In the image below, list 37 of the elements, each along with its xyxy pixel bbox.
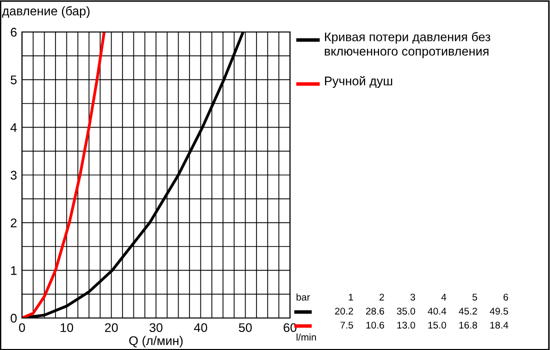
text: 10.6 bbox=[366, 322, 384, 329]
text: l/min bbox=[296, 333, 316, 341]
text: 15.0 bbox=[428, 322, 446, 329]
text: 3 bbox=[410, 294, 416, 301]
text: 4 bbox=[441, 294, 446, 301]
x-tick-label: 10 bbox=[60, 323, 74, 332]
x-tick-label: 0 bbox=[19, 323, 25, 332]
text: 6 bbox=[504, 294, 508, 301]
text: 1 bbox=[348, 294, 354, 301]
text: 18.4 bbox=[490, 322, 508, 329]
text: 20.2 bbox=[335, 308, 354, 315]
text: 49.5 bbox=[490, 308, 508, 315]
x-axis-title: Q (л/мин) bbox=[129, 336, 183, 348]
text: 45.2 bbox=[458, 308, 478, 315]
text: 16.8 bbox=[459, 322, 478, 329]
legend-label: Кривая потери давления без включенного сопротивления bbox=[324, 32, 490, 58]
text: 7.5 bbox=[340, 322, 354, 329]
x-tick-label: 20 bbox=[105, 323, 118, 332]
text: 2 bbox=[380, 294, 384, 301]
text: bar bbox=[296, 293, 310, 301]
y-tick-label: 3 bbox=[10, 170, 17, 180]
x-tick-label: 30 bbox=[150, 323, 162, 332]
x-tick-label: 40 bbox=[194, 323, 208, 332]
y-axis-title: давление (бар) bbox=[2, 6, 90, 18]
y-tick-label: 2 bbox=[10, 218, 17, 228]
y-tick-label: 6 bbox=[10, 28, 17, 37]
y-tick-label: 1 bbox=[11, 266, 17, 275]
text: 5 bbox=[472, 294, 478, 301]
legend-label: Ручной душ bbox=[325, 76, 392, 88]
y-tick-label: 5 bbox=[10, 76, 17, 84]
text: 35.0 bbox=[396, 308, 416, 315]
y-tick-label: 4 bbox=[10, 123, 17, 132]
x-tick-label: 50 bbox=[238, 323, 252, 332]
text: 13.0 bbox=[397, 322, 416, 329]
text: 40.4 bbox=[428, 308, 446, 315]
text: 28.6 bbox=[366, 308, 384, 315]
y-tick-label: 0 bbox=[10, 314, 17, 323]
